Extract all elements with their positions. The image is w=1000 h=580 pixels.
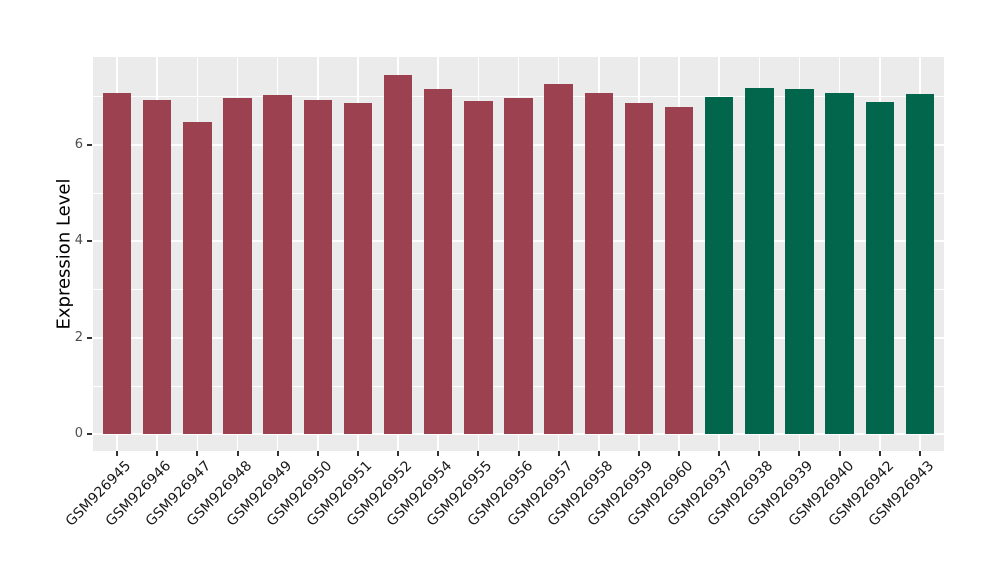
x-tick-mark [116,451,119,456]
x-tick-mark [918,451,921,456]
y-tick-label: 2 [74,329,83,345]
y-tick-mark [87,433,92,435]
x-tick-mark [477,451,480,456]
chart-bar [183,122,212,434]
chart-bar [865,102,895,434]
y-axis-title: Expression Level [53,178,75,330]
chart-bar [303,100,333,434]
x-tick-mark [316,451,319,456]
chart-bar [745,88,774,434]
x-tick-mark [798,451,801,456]
y-tick-mark [87,143,92,146]
x-tick-mark [678,451,681,456]
chart-bar [343,103,373,434]
chart-bar [504,97,533,434]
chart-bar [142,100,172,434]
chart-bar [825,93,854,434]
y-tick-label: 4 [74,233,83,248]
y-tick-mark [87,240,92,242]
plot-panel [93,57,944,451]
y-tick-mark [87,336,92,339]
x-tick-mark [196,451,199,456]
chart-bar [383,74,413,434]
chart-bar [624,102,654,434]
x-tick-mark [718,451,721,456]
chart-bar [905,93,935,434]
x-tick-mark [878,451,881,456]
x-tick-mark [838,451,841,456]
y-tick-label: 0 [74,426,83,441]
chart-bar [704,96,734,434]
x-tick-mark [276,451,279,456]
x-tick-mark [597,451,600,456]
chart-bar [102,92,132,434]
chart-bar [664,106,694,434]
chart-bar [223,97,252,434]
x-tick-mark [517,451,520,456]
x-tick-mark [758,451,761,456]
x-tick-mark [156,451,159,456]
x-tick-mark [437,451,440,456]
chart-bar [544,84,573,434]
chart-bar [423,88,453,434]
x-tick-mark [557,451,560,456]
y-tick-label: 6 [74,136,83,152]
x-tick-mark [637,451,640,456]
x-tick-mark [236,451,239,456]
chart-bar [263,95,292,434]
chart-bar [464,100,493,434]
x-tick-mark [397,451,400,456]
x-tick-mark [356,451,359,456]
chart-bar [785,89,814,434]
chart-bar [584,92,614,434]
